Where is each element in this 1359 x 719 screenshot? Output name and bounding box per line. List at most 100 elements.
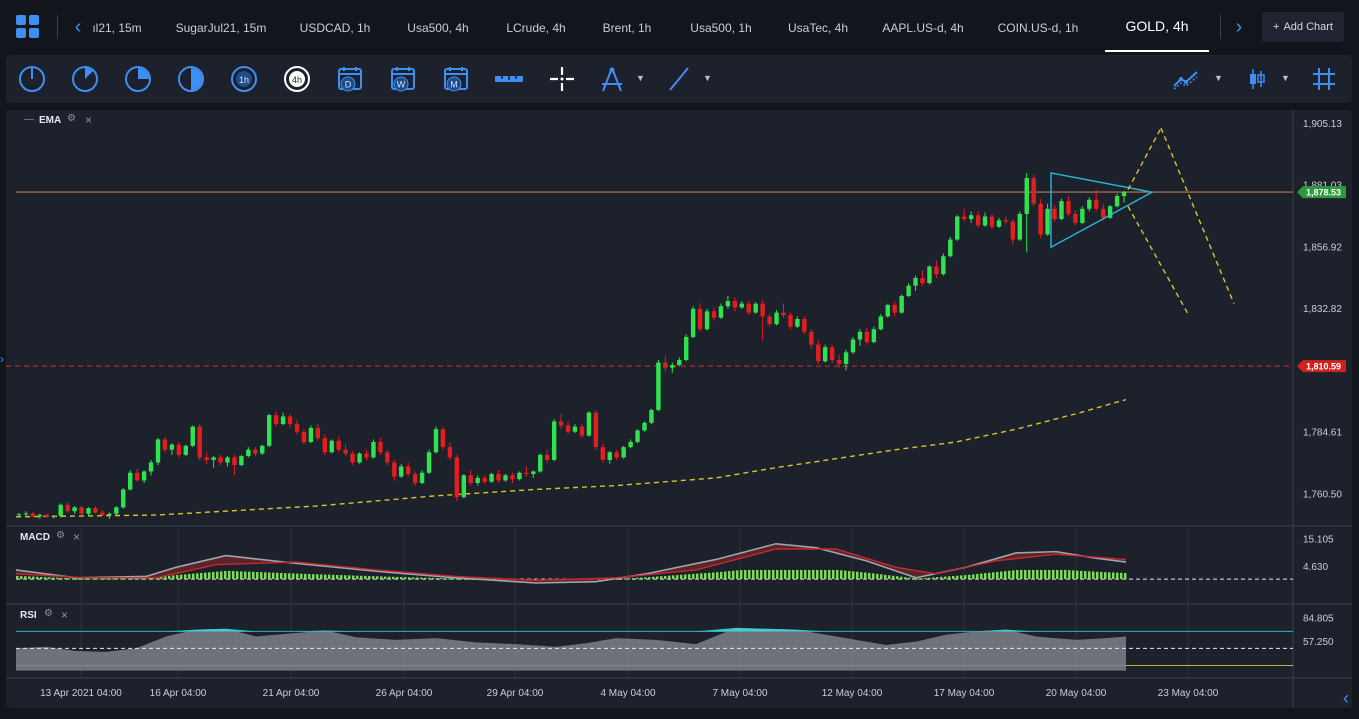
macd-bar bbox=[768, 569, 771, 580]
ema-settings-icon[interactable]: ⚙ bbox=[67, 113, 76, 124]
tab-brent-1h[interactable]: Brent, 1h bbox=[602, 21, 652, 35]
macd-bar bbox=[1000, 571, 1003, 580]
rsi-settings-icon[interactable]: ⚙ bbox=[44, 608, 53, 619]
macd-bar bbox=[948, 576, 951, 580]
ema-label: EMA bbox=[39, 115, 62, 126]
candle-body bbox=[128, 472, 133, 490]
macd-bar bbox=[1120, 572, 1123, 580]
candle-body bbox=[1003, 220, 1009, 222]
tab-usa500-1h[interactable]: Usa500, 1h bbox=[690, 21, 752, 35]
grid-toggle-icon[interactable] bbox=[1309, 64, 1339, 94]
candle-body bbox=[294, 424, 300, 432]
candle-type-icon[interactable] bbox=[1242, 64, 1272, 94]
tab-aapl-us-d-4h[interactable]: AAPL.US-d, 4h bbox=[882, 21, 964, 35]
ema-collapse-icon[interactable]: — bbox=[24, 114, 34, 125]
tab-gold-4h[interactable]: GOLD, 4h bbox=[1105, 0, 1209, 54]
tab-usdcad-1h[interactable]: USDCAD, 1h bbox=[299, 21, 371, 35]
macd-bar bbox=[720, 571, 723, 580]
macd-bar bbox=[256, 572, 259, 580]
macd-bar bbox=[1116, 572, 1119, 580]
macd-bar bbox=[864, 572, 867, 580]
tab-lcrude-4h[interactable]: LCrude, 4h bbox=[506, 21, 566, 35]
candle-body bbox=[72, 507, 77, 512]
macd-bar bbox=[724, 571, 727, 580]
tabs-scroll-right-icon[interactable]: › bbox=[1235, 16, 1243, 38]
clock-quarter-icon[interactable] bbox=[17, 64, 47, 94]
macd-bar bbox=[900, 576, 903, 580]
candle-body bbox=[1017, 213, 1022, 240]
macd-bar bbox=[420, 577, 423, 580]
compass-icon[interactable] bbox=[597, 64, 627, 94]
timeframe-4h-icon[interactable]: 4h bbox=[282, 64, 312, 94]
tf-4h-text: 4h bbox=[292, 75, 302, 85]
macd-bar bbox=[888, 575, 891, 580]
calendar-month-icon[interactable]: M bbox=[441, 64, 471, 94]
rsi-close-icon[interactable]: × bbox=[61, 608, 69, 622]
chart-canvas[interactable]: 1,905.131,881.031,856.921,832.821,784.61… bbox=[6, 110, 1352, 708]
macd-settings-icon[interactable]: ⚙ bbox=[56, 530, 65, 541]
tab-coin-us-d-1h[interactable]: COIN.US-d, 1h bbox=[997, 21, 1079, 35]
macd-bar bbox=[700, 573, 703, 580]
macd-bar bbox=[68, 578, 71, 580]
macd-close-icon[interactable]: × bbox=[73, 530, 81, 544]
candle-body bbox=[454, 457, 460, 498]
macd-bar bbox=[140, 578, 143, 580]
tab-sugarjul21-15m[interactable]: SugarJul21, 15m bbox=[175, 21, 267, 35]
plus-icon: + bbox=[1273, 21, 1280, 33]
tabs-scroll-left-icon[interactable]: ‹ bbox=[74, 16, 82, 38]
clock-three-quarter-icon[interactable] bbox=[123, 64, 153, 94]
tab-ol21-15m[interactable]: ıl21, 15m bbox=[92, 21, 142, 35]
macd-bar bbox=[808, 569, 811, 580]
macd-bar bbox=[884, 574, 887, 580]
clock-half-icon[interactable] bbox=[70, 64, 100, 94]
trendline-dropdown-icon[interactable]: ▼ bbox=[703, 73, 712, 83]
candle-body bbox=[232, 457, 237, 466]
candle-body bbox=[899, 295, 904, 313]
trendline-icon[interactable] bbox=[664, 64, 694, 94]
macd-bar bbox=[668, 575, 671, 580]
clock-full-icon[interactable] bbox=[176, 64, 206, 94]
layout-grid-icon[interactable] bbox=[16, 15, 40, 39]
macd-bar bbox=[36, 576, 39, 580]
calendar-week-icon[interactable]: W bbox=[388, 64, 418, 94]
candles-group bbox=[16, 172, 1127, 519]
candle-body bbox=[190, 426, 195, 446]
macd-bar bbox=[920, 578, 923, 580]
ema-close-icon[interactable]: × bbox=[85, 113, 93, 127]
tab-usatec-4h[interactable]: UsaTec, 4h bbox=[787, 21, 849, 35]
compass-dropdown-icon[interactable]: ▼ bbox=[636, 73, 645, 83]
macd-bar bbox=[112, 578, 115, 580]
macd-bar bbox=[772, 569, 775, 580]
candle-body bbox=[489, 474, 494, 482]
ema-line bbox=[15, 399, 1127, 518]
ruler-icon[interactable] bbox=[494, 64, 524, 94]
macd-bar bbox=[1028, 569, 1031, 580]
left-panel-toggle-icon[interactable]: › bbox=[0, 352, 4, 366]
macd-bar bbox=[344, 575, 347, 580]
macd-bar bbox=[320, 574, 323, 580]
crosshair-icon[interactable] bbox=[547, 64, 577, 94]
panel-collapse-icon[interactable]: ‹ bbox=[1343, 688, 1349, 708]
calendar-day-icon[interactable]: D bbox=[335, 64, 365, 94]
indicators-dropdown-icon[interactable]: ▼ bbox=[1214, 73, 1223, 83]
indicators-icon[interactable] bbox=[1171, 64, 1201, 94]
add-chart-button[interactable]: + Add Chart bbox=[1262, 12, 1344, 42]
macd-bar bbox=[940, 576, 943, 580]
macd-bar bbox=[340, 575, 343, 580]
chart-panel[interactable]: 1,905.131,881.031,856.921,832.821,784.61… bbox=[6, 110, 1352, 708]
macd-bar bbox=[652, 576, 655, 580]
macd-bar bbox=[412, 577, 415, 580]
macd-bar bbox=[364, 575, 367, 580]
candle-type-dropdown-icon[interactable]: ▼ bbox=[1281, 73, 1290, 83]
macd-bar bbox=[984, 573, 987, 580]
macd-bar bbox=[1060, 569, 1063, 580]
macd-bar bbox=[1048, 569, 1051, 580]
tab-usa500-4h[interactable]: Usa500, 4h bbox=[407, 21, 469, 35]
support-price-label: 1,810.59 bbox=[1306, 362, 1341, 372]
macd-bar bbox=[144, 578, 147, 580]
macd-bar bbox=[804, 569, 807, 580]
timeframe-1h-icon[interactable]: 1h bbox=[229, 64, 259, 94]
macd-bar bbox=[188, 573, 191, 580]
candle-body bbox=[287, 416, 293, 425]
candle-body bbox=[378, 442, 383, 453]
